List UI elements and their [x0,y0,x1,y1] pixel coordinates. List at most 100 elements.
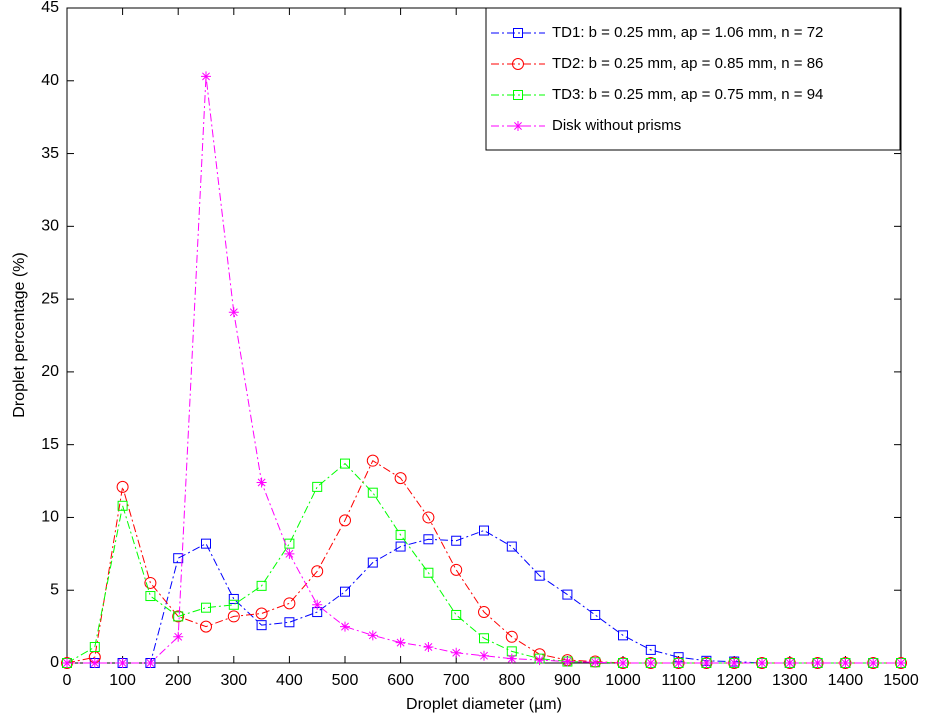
legend: TD1: b = 0.25 mm, ap = 1.06 mm, n = 72 TD… [485,7,901,151]
marker [590,657,601,668]
y-tick-label: 10 [41,509,59,526]
x-tick-label: 900 [554,672,581,689]
marker [256,620,267,631]
x-tick-label: 1200 [716,672,752,689]
marker [451,609,462,620]
marker [62,658,72,668]
marker [367,630,378,641]
marker [645,644,656,655]
marker [283,597,296,610]
marker [366,454,379,467]
legend-label: TD2: b = 0.25 mm, ap = 0.85 mm, n = 86 [552,55,823,72]
marker [479,633,489,644]
y-tick-label: 35 [41,145,59,162]
marker [479,525,489,536]
x-tick-label: 1100 [661,672,696,689]
marker [618,658,628,668]
legend-label: Disk without prisms [552,117,681,134]
legend-label: TD3: b = 0.25 mm, ap = 0.75 mm, n = 94 [552,86,823,103]
marker [840,658,851,668]
marker [367,487,378,498]
marker [228,593,239,604]
marker [284,548,295,559]
marker [395,529,406,540]
marker [513,121,523,131]
marker [534,655,545,666]
marker [506,541,517,552]
marker [201,602,211,613]
marker [339,514,351,527]
marker [451,647,462,658]
marker [116,480,129,493]
marker [645,658,656,668]
y-tick-label: 40 [41,72,59,89]
x-tick-label: 300 [220,672,247,689]
marker [340,621,350,632]
marker [227,610,240,623]
marker [562,589,573,600]
marker [228,307,239,318]
marker [173,553,184,564]
marker [312,481,323,492]
marker [256,580,267,591]
marker [172,610,185,623]
marker [590,609,601,620]
marker [173,631,184,642]
marker [868,658,879,668]
marker [395,637,406,648]
marker [701,658,712,668]
y-tick-label: 0 [50,654,59,671]
marker [312,599,323,610]
marker [145,658,156,668]
legend-box [485,7,901,151]
marker [423,534,434,545]
marker [173,611,184,622]
marker [228,599,239,610]
marker [200,620,212,633]
marker [89,658,100,668]
x-tick-label: 600 [387,672,414,689]
y-tick-label: 25 [41,290,59,307]
marker [562,656,573,667]
y-tick-label: 5 [50,581,59,598]
marker [513,90,523,100]
marker [513,28,523,38]
marker [423,567,434,578]
legend-label: TD1: b = 0.25 mm, ap = 1.06 mm, n = 72 [552,24,823,41]
x-tick-label: 400 [276,672,303,689]
marker [512,58,524,70]
marker [423,641,434,652]
marker [896,658,906,668]
y-tick-label: 20 [41,363,59,380]
marker [394,472,407,485]
marker [284,617,295,628]
marker [534,570,545,581]
marker [506,653,517,664]
marker [812,658,823,668]
marker [450,563,463,576]
x-tick-label: 700 [443,672,470,689]
marker [340,586,350,597]
x-tick-label: 1500 [883,672,919,689]
x-tick-label: 800 [498,672,525,689]
x-tick-label: 1400 [828,672,864,689]
y-tick-label: 15 [41,436,59,453]
marker [256,477,267,488]
y-tick-label: 30 [41,218,59,235]
marker [505,630,518,643]
marker [673,658,684,668]
marker [422,511,435,524]
marker [201,538,211,549]
marker [145,591,156,602]
marker [117,658,128,668]
marker [117,500,128,511]
marker [729,658,740,668]
marker [478,606,490,619]
y-axis-label: Droplet percentage (%) [11,252,28,417]
x-tick-label: 1300 [772,672,808,689]
marker [311,565,324,578]
marker [395,541,406,552]
marker [144,576,157,589]
marker [89,641,100,652]
